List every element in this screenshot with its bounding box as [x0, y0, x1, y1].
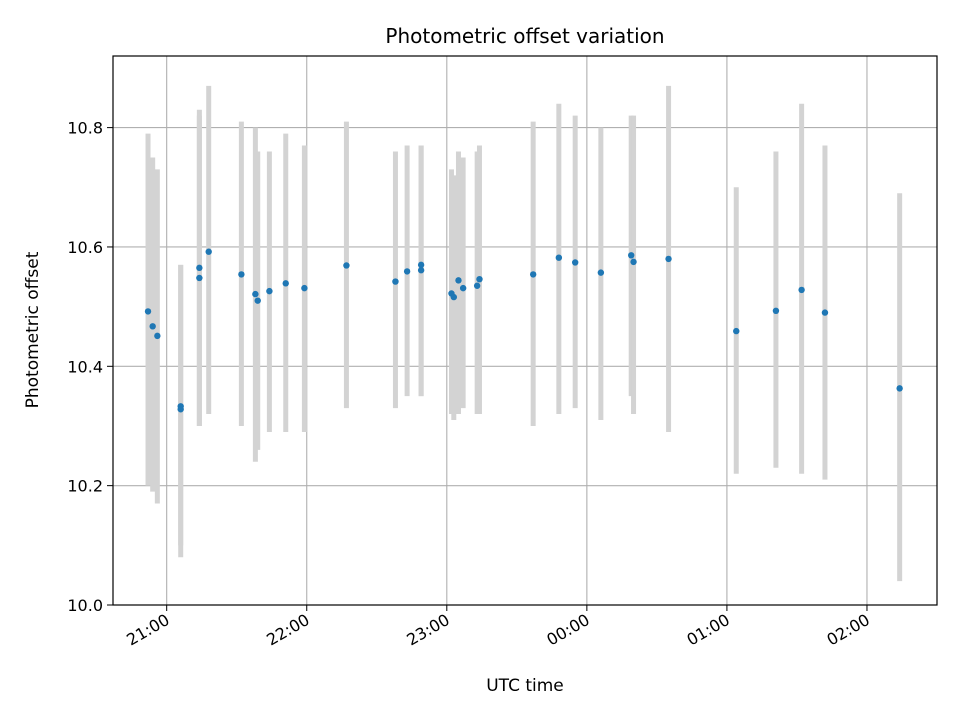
y-tick-label: 10.4	[67, 357, 103, 376]
data-point	[459, 284, 467, 292]
data-point	[733, 327, 740, 335]
plot-frame	[112, 55, 938, 606]
data-point	[597, 269, 605, 276]
data-point	[529, 271, 537, 278]
data-points	[144, 248, 903, 413]
data-point	[476, 275, 483, 283]
data-point	[417, 261, 425, 269]
data-point	[301, 284, 308, 292]
chart-title: Photometric offset variation	[385, 24, 664, 48]
data-point	[154, 332, 161, 340]
data-point	[417, 267, 425, 274]
data-point	[252, 290, 259, 298]
y-tick-label: 10.0	[67, 596, 103, 615]
data-point	[665, 255, 672, 263]
x-axis-label: UTC time	[486, 676, 564, 696]
data-point	[450, 293, 458, 301]
data-point	[238, 271, 245, 278]
data-point	[896, 385, 903, 392]
data-point	[266, 287, 273, 295]
data-point	[455, 277, 462, 284]
y-tick-label: 10.2	[67, 477, 103, 496]
data-point	[821, 309, 829, 316]
data-point	[144, 308, 152, 315]
data-point	[196, 264, 203, 272]
y-tick-label: 10.6	[67, 238, 103, 257]
data-point	[196, 274, 203, 282]
data-point	[282, 280, 289, 287]
y-axis-label: Photometric offset	[23, 251, 43, 408]
data-point	[177, 406, 184, 413]
data-point	[205, 248, 212, 255]
data-point	[772, 307, 780, 315]
data-point	[149, 323, 156, 330]
data-point	[473, 282, 481, 289]
data-point	[571, 259, 579, 266]
data-point	[254, 297, 261, 304]
y-tick-label: 10.8	[67, 119, 103, 138]
data-point	[798, 286, 805, 294]
y-axis: 10.0 10.2 10.4 10.6 10.8	[67, 119, 113, 615]
data-point	[343, 262, 350, 269]
data-point	[628, 252, 635, 259]
data-point	[392, 278, 399, 285]
data-point	[630, 258, 637, 266]
grid	[113, 56, 937, 606]
data-point	[403, 268, 411, 275]
data-point	[555, 254, 563, 261]
